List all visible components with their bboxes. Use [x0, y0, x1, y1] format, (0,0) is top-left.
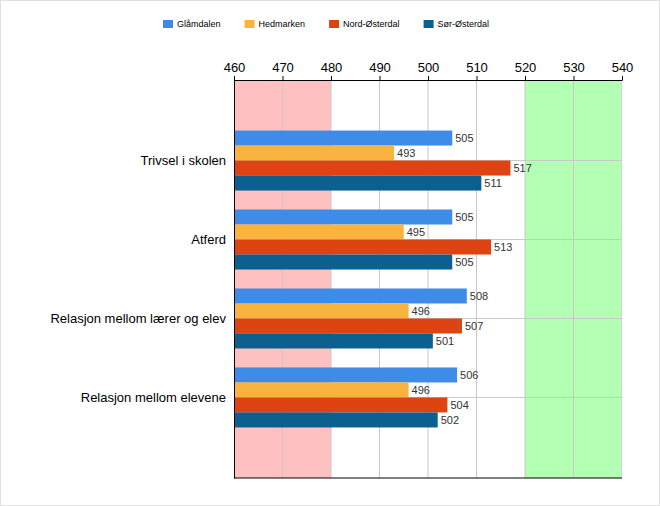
axis-line	[235, 76, 623, 81]
tick: 500	[418, 60, 440, 80]
tick-label: 520	[515, 60, 537, 75]
bar	[234, 210, 452, 225]
tick-label: Atferd	[191, 232, 226, 247]
axis-line	[234, 81, 235, 479]
gridline	[525, 80, 526, 478]
chart: 505 505 508 506 493 495 496 496 517 513 507 504 511 5…	[0, 0, 660, 506]
bar	[234, 412, 438, 427]
bar	[234, 367, 457, 382]
data-label: 517	[513, 162, 531, 174]
tick-mark	[622, 76, 623, 80]
data-label: 508	[470, 290, 488, 302]
tick-mark	[574, 76, 575, 80]
tick-label: Relasjon mellom lærer og elev	[50, 311, 226, 326]
tick-mark	[428, 76, 429, 80]
data-label: 501	[436, 335, 454, 347]
tick: 510	[466, 60, 488, 80]
tick: 470	[272, 60, 294, 80]
data-label: 502	[441, 414, 459, 426]
data-label: 506	[460, 369, 478, 381]
legend-label: Sør-Østerdal	[438, 19, 490, 29]
data-label: 495	[407, 226, 425, 238]
gridline	[622, 80, 623, 478]
y-axis: Trivsel i skolen Atferd Relasjon mellom læ…	[50, 81, 234, 479]
tick-label: 540	[612, 60, 634, 75]
tick-mark	[525, 76, 526, 80]
legend-label: Glåmdalen	[177, 19, 221, 29]
data-label: 505	[455, 211, 473, 223]
bar	[234, 382, 409, 397]
tick: 520	[515, 60, 537, 80]
data-label: 505	[455, 256, 473, 268]
data-labels: 505 505 508 506 493 495 496 496 517 513 507 504 511 5…	[397, 132, 532, 426]
bar	[234, 318, 462, 333]
data-label: 504	[450, 399, 468, 411]
tick-label: Relasjon mellom elevene	[81, 390, 226, 405]
legend-swatch	[163, 20, 173, 28]
bar	[234, 303, 409, 318]
data-label: 493	[397, 147, 415, 159]
bar	[234, 146, 394, 161]
bar	[234, 288, 467, 303]
tick: 530	[563, 60, 585, 80]
tick-label: 470	[272, 60, 294, 75]
tick: Atferd	[191, 232, 234, 247]
tick-mark	[380, 76, 381, 80]
gridline	[573, 80, 574, 478]
x-axis: 460 470 480 490 500 510 520 530 540	[224, 60, 634, 81]
gridline	[234, 80, 235, 478]
bar	[234, 176, 481, 191]
background	[1, 1, 660, 506]
reference-band	[525, 80, 622, 478]
tick-label: 530	[563, 60, 585, 75]
bar	[234, 397, 447, 412]
tick-label: 510	[466, 60, 488, 75]
data-label: 507	[465, 320, 483, 332]
bar	[234, 255, 452, 270]
tick: Relasjon mellom lærer og elev	[50, 311, 234, 326]
bar	[234, 161, 510, 176]
tick: Relasjon mellom elevene	[81, 390, 234, 405]
legend-label: Nord-Østerdal	[343, 19, 400, 29]
tick: 490	[369, 60, 391, 80]
legend-swatch	[424, 20, 434, 28]
tick-mark	[477, 76, 478, 80]
tick-label: 460	[224, 60, 246, 75]
tick: 460	[224, 60, 246, 80]
tick: 540	[612, 60, 634, 80]
frame-line	[234, 478, 622, 479]
bar	[234, 225, 404, 240]
bar	[234, 131, 452, 146]
tick-mark	[331, 76, 332, 80]
plot-area	[234, 80, 622, 478]
tick: 480	[321, 60, 343, 80]
gridline	[476, 80, 477, 478]
tick-mark	[234, 76, 235, 80]
legend-swatch	[329, 20, 339, 28]
tick: Trivsel i skolen	[141, 153, 234, 168]
data-label: 496	[412, 305, 430, 317]
tick-label: 500	[418, 60, 440, 75]
data-label: 496	[412, 384, 430, 396]
tick-mark	[283, 76, 284, 80]
legend: Glåmdalen Hedmarken Nord-Østerdal Sør-Øster…	[163, 19, 489, 29]
tick-label: 490	[369, 60, 391, 75]
tick-label: Trivsel i skolen	[141, 153, 226, 168]
tick-label: 480	[321, 60, 343, 75]
data-label: 513	[494, 241, 512, 253]
data-label: 505	[455, 132, 473, 144]
legend-label: Hedmarken	[259, 19, 306, 29]
bar	[234, 333, 433, 348]
data-label: 511	[484, 177, 502, 189]
legend-swatch	[245, 20, 255, 28]
bar	[234, 240, 491, 255]
